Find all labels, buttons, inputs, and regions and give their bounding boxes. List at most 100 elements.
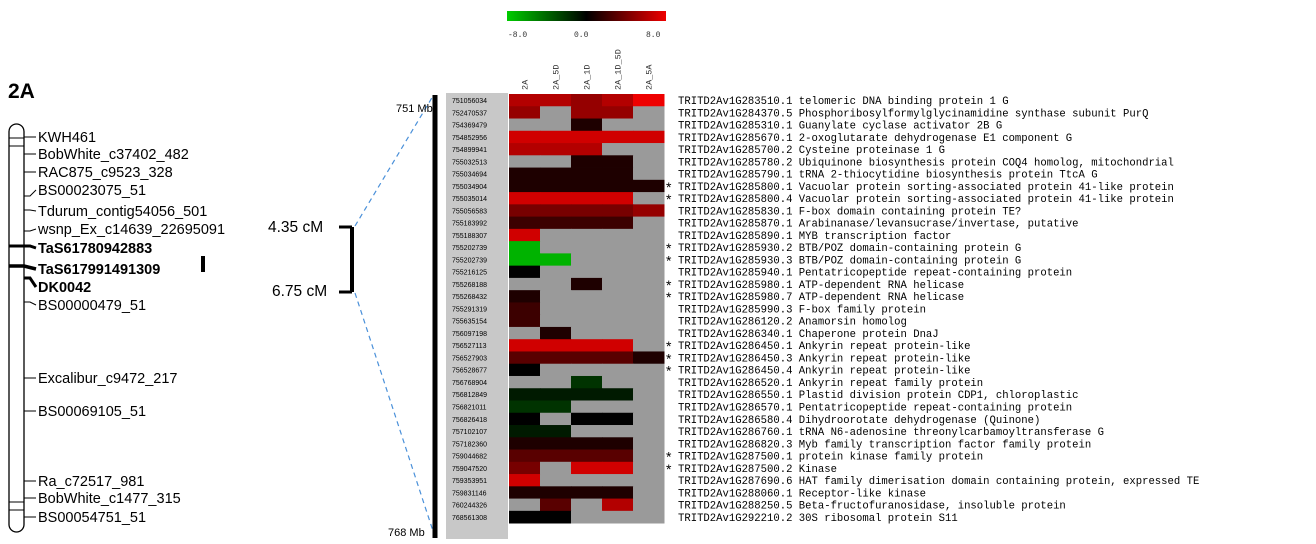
heatmap-cell	[509, 351, 541, 365]
gene-label: TRITD2Av1G286520.1 Ankyrin repeat family…	[678, 378, 983, 390]
gene-position: 755034694	[452, 172, 487, 179]
heatmap-cell	[571, 290, 603, 303]
heatmap-cell	[540, 474, 572, 487]
gene-position: 754899941	[452, 147, 487, 154]
gene-label: TRITD2Av1G286450.4 Ankyrin repeat protei…	[678, 366, 970, 378]
marker-label: BS00000479_51	[38, 298, 146, 314]
heatmap-cell	[602, 400, 634, 414]
heatmap-cell	[509, 461, 541, 475]
heatmap-cell	[571, 339, 603, 352]
heatmap-cell	[540, 375, 572, 389]
gene-row: 756812849 TRITD2Av1G286550.1 Plastid divi…	[452, 388, 1079, 402]
heatmap-cell	[602, 118, 634, 132]
heatmap-cell	[540, 265, 572, 279]
heatmap-cell	[509, 167, 541, 181]
gene-row: 755216125 TRITD2Av1G285940.1 Pentatricope…	[452, 265, 1072, 280]
heatmap-cell	[571, 118, 603, 132]
map-marker: TaS617991491309	[9, 262, 160, 278]
gene-position: 755202739	[452, 257, 487, 264]
gene-row: 755034904 * TRITD2Av1G285800.1 Vacuolar pr…	[452, 179, 1174, 195]
gene-label: TRITD2Av1G285870.1 Arabinanase/levansucr…	[678, 219, 1079, 231]
physical-start-label: 751 Mb	[396, 103, 433, 115]
heatmap-cell	[571, 277, 603, 291]
marker-label: BS00069105_51	[38, 404, 146, 420]
gene-label: TRITD2Av1G287500.1 protein kinase family…	[678, 452, 983, 464]
column-header: 2A_5D	[552, 64, 562, 90]
gene-row: 751056034 TRITD2Av1G283510.1 telomeric DN…	[452, 94, 1009, 108]
heatmap-cell	[602, 388, 634, 401]
gene-position: 756821011	[452, 405, 487, 412]
heatmap-cell	[602, 155, 634, 168]
heatmap-cell	[633, 510, 665, 524]
heatmap-cell	[540, 179, 572, 193]
heatmap-cell	[540, 388, 572, 401]
heatmap-cell	[602, 106, 634, 119]
gene-label: TRITD2Av1G285930.3 BTB/POZ domain-contai…	[678, 255, 1021, 267]
heatmap-cell	[540, 510, 572, 524]
gene-row: 754899941 TRITD2Av1G285700.2 Cysteine pro…	[452, 143, 945, 157]
star-marker: *	[666, 350, 672, 366]
heatmap-cell	[540, 290, 572, 303]
map-marker: BS00000479_51	[24, 298, 146, 314]
color-scale-mid-label: 0.0	[574, 31, 589, 40]
gene-position: 755268188	[452, 282, 487, 289]
gene-row: 756821011 TRITD2Av1G286570.1 Pentatricope…	[452, 400, 1072, 415]
marker-label: BobWhite_c37402_482	[38, 147, 189, 163]
marker-label: BobWhite_c1477_315	[38, 491, 181, 507]
gene-row: 752470537 TRITD2Av1G284370.5 Phosphoribos…	[452, 106, 1148, 120]
heatmap-cell	[571, 302, 603, 316]
gene-position: 756097198	[452, 331, 487, 338]
heatmap-cell	[602, 425, 634, 438]
heatmap-cell	[602, 253, 634, 267]
heatmap-cell	[540, 412, 572, 426]
heatmap-cell	[540, 339, 572, 352]
gene-position: 755188307	[452, 233, 487, 240]
heatmap-cell	[602, 204, 634, 217]
color-scale-bar	[507, 11, 666, 21]
gene-position: 754852956	[452, 135, 487, 142]
heatmap-cell	[633, 155, 665, 168]
gene-row: 755183992 TRITD2Av1G285870.1 Arabinanase/…	[452, 216, 1079, 231]
heatmap-cell	[633, 204, 665, 217]
heatmap-cell	[540, 106, 572, 119]
heatmap-cell	[633, 486, 665, 499]
marker-line	[24, 209, 37, 212]
map-marker: Ra_c72517_981	[24, 474, 144, 490]
heatmap-cell	[540, 461, 572, 475]
gene-label: TRITD2Av1G285830.1 F-box domain containi…	[678, 206, 1021, 218]
marker-label: wsnp_Ex_c14639_22695091	[37, 222, 225, 238]
heatmap-cell	[509, 425, 541, 438]
heatmap-cell	[509, 363, 541, 377]
heatmap-cell	[633, 425, 665, 438]
heatmap-cell	[602, 302, 634, 316]
gene-position: 756527903	[452, 355, 487, 362]
heatmap-cell	[633, 179, 665, 193]
map-marker: BobWhite_c1477_315	[24, 491, 181, 507]
heatmap-cell	[633, 461, 665, 475]
gene-label: TRITD2Av1G285790.1 tRNA 2-thiocytidine b…	[678, 170, 1098, 182]
heatmap-cell	[540, 253, 572, 267]
gene-position: 755291319	[452, 306, 487, 313]
heatmap-cell	[509, 388, 541, 401]
gene-row: 755188307 TRITD2Av1G285890.1 MYB transcri…	[452, 228, 951, 243]
heatmap-cell	[571, 363, 603, 377]
heatmap-cell	[540, 204, 572, 217]
heatmap-cell	[571, 375, 603, 389]
heatmap-cell	[633, 412, 665, 426]
heatmap-cell	[633, 351, 665, 365]
heatmap-cell	[509, 339, 541, 352]
heatmap-cell	[602, 130, 634, 144]
position-column-background	[446, 93, 508, 539]
heatmap-cell	[602, 510, 634, 524]
map-marker: BobWhite_c37402_482	[24, 147, 189, 163]
heatmap-cell	[509, 290, 541, 303]
heatmap-cell	[602, 314, 634, 328]
star-marker: *	[666, 277, 672, 293]
gene-label: TRITD2Av1G285980.1 ATP-dependent RNA hel…	[678, 280, 964, 292]
heatmap-cell	[571, 130, 603, 144]
gene-position: 760244326	[452, 503, 487, 510]
heatmap-cell	[509, 143, 541, 156]
map-marker: BS00054751_51	[24, 510, 146, 526]
